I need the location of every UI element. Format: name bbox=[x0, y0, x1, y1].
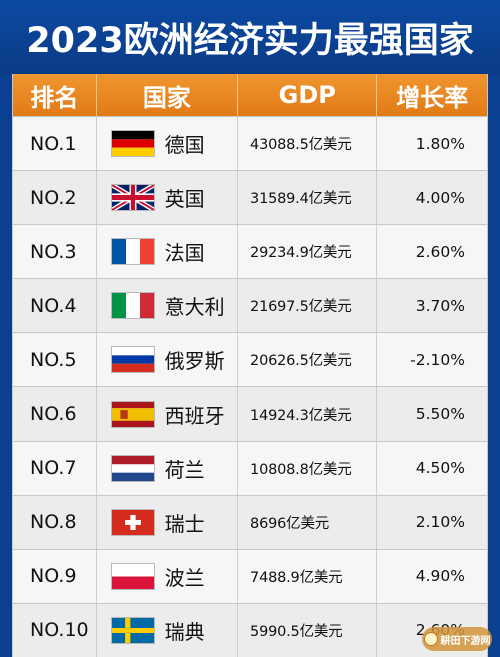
country-cell: 德国 bbox=[97, 117, 239, 171]
spain-flag-icon bbox=[110, 400, 155, 428]
country-name: 英国 bbox=[164, 187, 205, 212]
rank-cell: NO.1 bbox=[13, 117, 97, 171]
growth-cell: 4.50% bbox=[415, 459, 465, 478]
rank-cell: NO.3 bbox=[13, 225, 97, 279]
country-name: 德国 bbox=[164, 133, 205, 158]
gdp-cell: 21697.5亿美元 bbox=[238, 279, 378, 333]
rank-cell: NO.2 bbox=[13, 171, 97, 225]
country-name: 法国 bbox=[164, 241, 205, 266]
country-name: 西班牙 bbox=[164, 403, 225, 428]
header-gdp: GDP bbox=[238, 74, 378, 116]
growth-cell: 1.80% bbox=[415, 134, 465, 153]
header-rank: 排名 bbox=[13, 74, 97, 116]
france-flag-icon bbox=[110, 238, 155, 266]
country-name: 意大利 bbox=[164, 295, 225, 320]
gdp-cell: 43088.5亿美元 bbox=[238, 117, 378, 171]
table-row: NO.6 西班牙 14924.3亿美元 5.50% bbox=[13, 386, 487, 441]
header-country: 国家 bbox=[97, 74, 239, 116]
table-body: NO.1 德国 43088.5亿美元 1.80% NO.2 英国 31589.4亿美元 4.0… bbox=[13, 116, 487, 657]
table-row: NO.8 瑞士 8696亿美元 2.10% bbox=[13, 494, 487, 549]
rank-cell: NO.5 bbox=[13, 333, 97, 387]
table-row: NO.7 荷兰 10808.8亿美元 4.50% bbox=[13, 440, 487, 495]
gdp-cell: 31589.4亿美元 bbox=[238, 171, 378, 225]
country-name: 瑞士 bbox=[164, 511, 205, 536]
gdp-cell: 14924.3亿美元 bbox=[238, 387, 378, 441]
rank-cell: NO.8 bbox=[13, 495, 97, 549]
country-name: 俄罗斯 bbox=[164, 349, 225, 374]
gdp-cell: 5990.5亿美元 bbox=[238, 603, 378, 657]
uk-flag-icon bbox=[110, 184, 155, 212]
country-cell: 瑞典 bbox=[97, 603, 239, 657]
country-cell: 俄罗斯 bbox=[97, 333, 239, 387]
growth-cell: 2.60% bbox=[415, 242, 465, 261]
growth-cell: 2.10% bbox=[415, 513, 465, 532]
watermark-logo-icon bbox=[423, 632, 438, 646]
rank-cell: NO.4 bbox=[13, 279, 97, 333]
page-title: 2023欧洲经济实力最强国家 bbox=[0, 0, 500, 74]
country-name: 瑞典 bbox=[164, 619, 205, 644]
table-row: NO.2 英国 31589.4亿美元 4.00% bbox=[13, 170, 487, 225]
country-cell: 英国 bbox=[97, 171, 239, 225]
table-row: NO.3 法国 29234.9亿美元 2.60% bbox=[13, 224, 487, 279]
russia-flag-icon bbox=[110, 346, 155, 374]
country-cell: 波兰 bbox=[97, 549, 239, 603]
table-row: NO.9 波兰 7488.9亿美元 4.90% bbox=[13, 548, 487, 603]
growth-cell: -2.10% bbox=[410, 350, 465, 369]
table-row: NO.5 俄罗斯 20626.5亿美元 -2.10% bbox=[13, 332, 487, 387]
growth-cell: 4.90% bbox=[415, 567, 465, 586]
poland-flag-icon bbox=[110, 562, 155, 590]
gdp-cell: 10808.8亿美元 bbox=[238, 441, 378, 495]
country-cell: 瑞士 bbox=[97, 495, 239, 549]
gdp-cell: 7488.9亿美元 bbox=[238, 549, 378, 603]
table-header-row: 排名 国家 GDP 增长率 bbox=[13, 74, 487, 116]
rank-cell: NO.6 bbox=[13, 387, 97, 441]
country-cell: 西班牙 bbox=[97, 387, 239, 441]
gdp-cell: 29234.9亿美元 bbox=[238, 225, 378, 279]
table-row: NO.1 德国 43088.5亿美元 1.80% bbox=[13, 116, 487, 171]
gdp-ranking-table: 排名 国家 GDP 增长率 NO.1 德国 43088.5亿美元 1.80% NO.2 英… bbox=[12, 74, 488, 657]
netherlands-flag-icon bbox=[110, 454, 155, 482]
switzerland-flag-icon bbox=[110, 508, 155, 536]
rank-cell: NO.7 bbox=[13, 441, 97, 495]
rank-cell: NO.10 bbox=[13, 603, 97, 657]
rank-cell: NO.9 bbox=[13, 549, 97, 603]
gdp-cell: 8696亿美元 bbox=[238, 495, 378, 549]
gdp-cell: 20626.5亿美元 bbox=[238, 333, 378, 387]
germany-flag-icon bbox=[110, 130, 155, 158]
growth-cell: 5.50% bbox=[415, 405, 465, 424]
italy-flag-icon bbox=[110, 292, 155, 320]
sweden-flag-icon bbox=[110, 616, 155, 644]
growth-cell: 3.70% bbox=[415, 296, 465, 315]
header-growth: 增长率 bbox=[396, 83, 469, 112]
country-cell: 意大利 bbox=[97, 279, 239, 333]
growth-cell: 4.00% bbox=[415, 188, 465, 207]
country-name: 波兰 bbox=[164, 565, 205, 590]
table-row: NO.4 意大利 21697.5亿美元 3.70% bbox=[13, 278, 487, 333]
country-name: 荷兰 bbox=[164, 457, 205, 482]
country-cell: 荷兰 bbox=[97, 441, 239, 495]
watermark-text: 耕田下游网 bbox=[440, 635, 491, 647]
watermark: 耕田下游网 bbox=[422, 627, 492, 651]
country-cell: 法国 bbox=[97, 225, 239, 279]
